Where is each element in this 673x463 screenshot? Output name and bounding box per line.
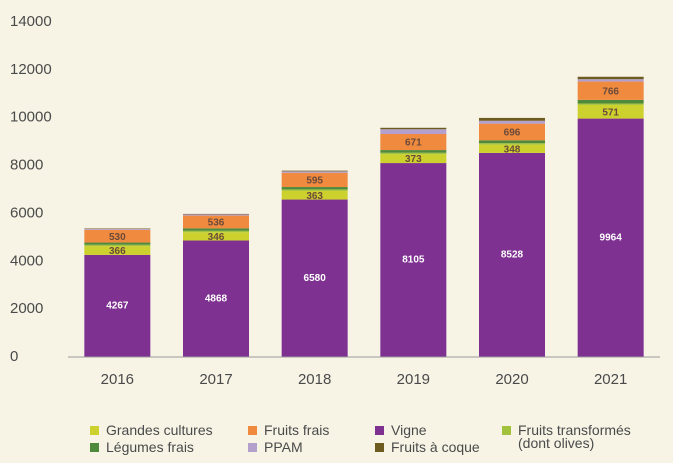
bar-segment (479, 140, 545, 144)
y-tick-label: 6000 (10, 204, 43, 221)
bar-segment (380, 154, 447, 164)
bar-segment (380, 129, 447, 135)
x-tick-label: 2017 (199, 371, 232, 388)
data-label: 8105 (402, 255, 425, 266)
bar-segment (84, 242, 151, 245)
legend-swatch (248, 443, 257, 452)
y-tick-label: 4000 (10, 252, 43, 269)
bar-segment (479, 144, 545, 153)
data-label: 671 (405, 138, 422, 149)
x-tick-label: 2021 (594, 371, 627, 388)
bar-segment (84, 244, 151, 247)
legend-label: Légumes frais (106, 439, 194, 455)
data-label: 348 (504, 144, 521, 155)
bar-segment (183, 240, 249, 357)
bar-segment (183, 214, 249, 216)
legend-swatch (502, 426, 511, 435)
legend-item: Fruits frais (248, 422, 330, 438)
data-label: 571 (602, 107, 619, 118)
y-tick-label: 8000 (10, 157, 43, 174)
legend-swatch (375, 426, 384, 435)
y-tick-label: 10000 (10, 109, 52, 126)
bar-segment (577, 103, 644, 105)
bar-segment (380, 163, 447, 357)
legend-label: Fruits transformés (dont olives) (518, 422, 631, 451)
data-label: 366 (109, 246, 126, 257)
bar-segment (380, 127, 447, 130)
data-label: 696 (504, 128, 521, 139)
x-tick-label: 2018 (298, 371, 331, 388)
bar-segment (183, 228, 249, 231)
legend-item: Légumes frais (90, 439, 194, 455)
bar-segment (577, 81, 644, 100)
data-label: 346 (208, 232, 225, 243)
data-label: 373 (405, 154, 422, 165)
bar-segment (281, 170, 348, 172)
bar-segment (281, 171, 348, 173)
bar-segment (479, 123, 545, 141)
bar-segment (479, 120, 545, 124)
bar-segment (84, 228, 151, 230)
legend-label: Grandes cultures (106, 422, 213, 438)
legend-item: PPAM (248, 439, 303, 455)
bar-segment (84, 229, 151, 243)
bar-segment (183, 215, 249, 229)
bar-segment (183, 232, 249, 241)
bar-segment (577, 79, 644, 82)
legend-label: Fruits à coque (391, 439, 480, 455)
data-label: 9964 (600, 232, 623, 243)
bar-segment (577, 118, 644, 357)
bar-segment (479, 152, 545, 357)
bar-segment (281, 190, 348, 200)
legend-label: Vigne (391, 422, 427, 438)
legend-item: Vigne (375, 422, 427, 438)
bar-segment (281, 187, 348, 190)
bar-segment (380, 134, 447, 151)
x-tick-label: 2016 (101, 371, 134, 388)
y-tick-label: 0 (10, 348, 18, 365)
bar-segment (183, 230, 249, 233)
x-tick-label: 2019 (397, 371, 430, 388)
data-label: 536 (208, 218, 225, 229)
bar-segment (479, 143, 545, 145)
y-tick-label: 2000 (10, 300, 43, 317)
x-tick-label: 2020 (495, 371, 528, 388)
legend-item: Grandes cultures (90, 422, 213, 438)
legend-swatch (375, 443, 384, 452)
bar-segment (577, 76, 644, 80)
bar-segment (577, 104, 644, 119)
legend-swatch (248, 426, 257, 435)
bar-segment (479, 117, 545, 121)
legend-swatch (90, 443, 99, 452)
legend-label: Fruits frais (264, 422, 330, 438)
bar-segment (84, 254, 151, 357)
y-tick-label: 14000 (10, 13, 52, 30)
data-label: 8528 (501, 250, 524, 261)
bar-segment (84, 246, 151, 255)
data-label: 595 (306, 176, 323, 187)
data-label: 6580 (304, 273, 327, 284)
y-tick-label: 12000 (10, 61, 52, 78)
legend-item: Fruits transformés (dont olives) (502, 422, 662, 451)
data-label: 4868 (205, 293, 228, 304)
bar-segment (281, 199, 348, 357)
bar-segment (380, 150, 447, 153)
bar-segment (281, 189, 348, 191)
data-label: 4267 (106, 301, 129, 312)
bar-segment (577, 99, 644, 104)
data-label: 530 (109, 232, 126, 243)
bar-segment (281, 172, 348, 188)
data-label: 766 (602, 86, 619, 97)
bar-segment (380, 152, 447, 155)
data-label: 363 (306, 191, 323, 202)
legend-item: Fruits à coque (375, 439, 480, 455)
legend-label: PPAM (264, 439, 303, 455)
legend-swatch (90, 426, 99, 435)
